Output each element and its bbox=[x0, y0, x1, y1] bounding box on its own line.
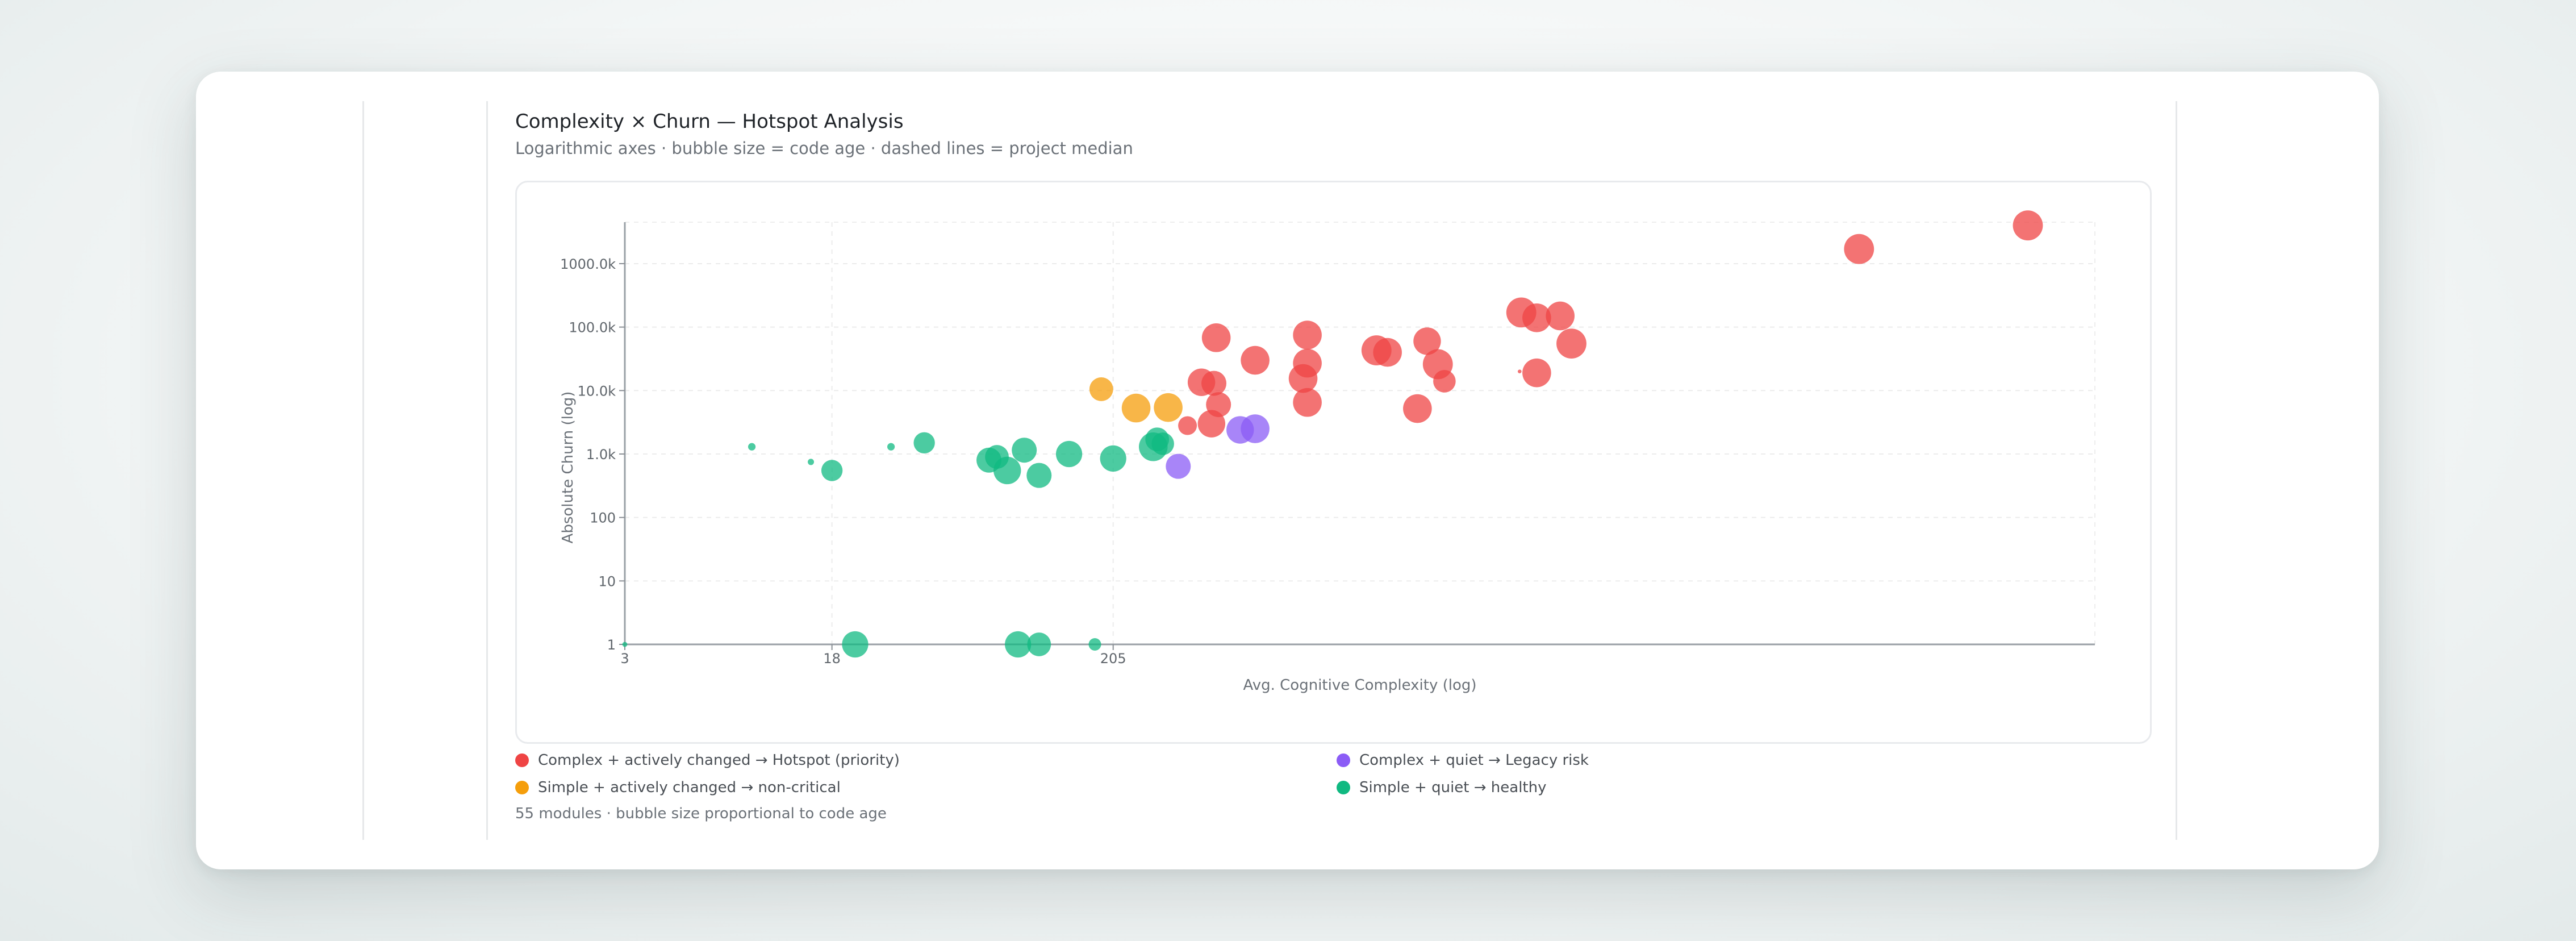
x-tick-label: 205 bbox=[1100, 651, 1126, 667]
bubble-hotspot bbox=[1241, 345, 1270, 375]
bubble-healthy bbox=[913, 432, 935, 454]
left-divider bbox=[362, 101, 364, 840]
legend-swatch-noncritical bbox=[515, 781, 529, 794]
hotspot-scatter-chart: 1 10 100 1.0k 10.0k 100.0k 1000.0k 3 18 205 Avg. C… bbox=[560, 210, 2095, 694]
bubble-hotspot bbox=[1293, 320, 1322, 349]
bubble-hotspot bbox=[1178, 416, 1197, 435]
bubble-noncritical bbox=[1154, 393, 1183, 422]
legend-swatch-hotspot bbox=[515, 753, 529, 767]
chart-footnote: 55 modules · bubble size proportional to… bbox=[515, 805, 887, 822]
bubble-hotspot bbox=[1433, 370, 1456, 393]
legend-label-healthy: Simple + quiet → healthy bbox=[1359, 779, 1547, 796]
legend-swatch-legacy bbox=[1337, 753, 1350, 767]
y-axis-title: Absolute Churn (log) bbox=[560, 392, 577, 544]
bubble-healthy bbox=[821, 460, 843, 481]
y-tick-label: 100 bbox=[590, 510, 616, 526]
bubble-hotspot bbox=[1293, 388, 1322, 417]
x-axis-title: Avg. Cognitive Complexity (log) bbox=[1243, 677, 1476, 694]
bubble-noncritical bbox=[1121, 393, 1151, 423]
bubble-hotspot bbox=[1546, 301, 1575, 331]
content-divider bbox=[486, 101, 488, 840]
legend-item-noncritical: Simple + actively changed → non-critical bbox=[515, 779, 841, 796]
bubble-hotspot bbox=[1403, 394, 1432, 423]
bubble-healthy bbox=[1026, 463, 1052, 488]
bubble-healthy bbox=[808, 459, 815, 465]
bubble-hotspot bbox=[1288, 364, 1318, 393]
legend-item-hotspot: Complex + actively changed → Hotspot (pr… bbox=[515, 752, 900, 769]
bubble-hotspot bbox=[1361, 335, 1392, 365]
legend-item-legacy: Complex + quiet → Legacy risk bbox=[1337, 752, 1589, 769]
bubble-hotspot bbox=[1844, 234, 1874, 264]
bubble-legacy bbox=[1166, 453, 1191, 479]
bubble-healthy bbox=[887, 443, 895, 451]
bubble-healthy bbox=[842, 631, 869, 658]
bubble-hotspot bbox=[1197, 410, 1226, 438]
bubble-healthy bbox=[1012, 438, 1037, 463]
y-tick-label: 1 bbox=[607, 637, 616, 653]
bubble-hotspot bbox=[1517, 369, 1522, 373]
bubble-hotspot bbox=[1413, 327, 1441, 355]
chart-card: Complexity × Churn — Hotspot Analysis Lo… bbox=[196, 72, 2379, 869]
legend-item-healthy: Simple + quiet → healthy bbox=[1337, 779, 1547, 796]
bubble-healthy bbox=[1100, 445, 1126, 472]
bubble-healthy bbox=[1005, 631, 1032, 658]
x-tick-label: 3 bbox=[620, 651, 629, 667]
y-tick-label: 10 bbox=[598, 573, 616, 589]
bubble-hotspot bbox=[1201, 323, 1231, 352]
chart-title: Complexity × Churn — Hotspot Analysis bbox=[515, 110, 904, 133]
y-tick-label: 100.0k bbox=[569, 320, 616, 336]
bubble-hotspot bbox=[1556, 328, 1586, 359]
bubble-healthy bbox=[993, 456, 1021, 485]
legend-label-hotspot: Complex + actively changed → Hotspot (pr… bbox=[538, 752, 900, 769]
bubble-hotspot bbox=[1522, 303, 1551, 332]
chart-subtitle: Logarithmic axes · bubble size = code ag… bbox=[515, 139, 1133, 158]
bubble-healthy bbox=[1151, 432, 1174, 455]
plot-frame: 1 10 100 1.0k 10.0k 100.0k 1000.0k 3 18 205 Avg. C… bbox=[515, 181, 2152, 744]
bubble-noncritical bbox=[1089, 377, 1113, 401]
legend-label-noncritical: Simple + actively changed → non-critical bbox=[538, 779, 841, 796]
y-tick-label: 10.0k bbox=[578, 383, 616, 399]
legend-swatch-healthy bbox=[1337, 781, 1350, 794]
bubble-hotspot bbox=[1522, 358, 1551, 388]
right-divider bbox=[2176, 101, 2177, 840]
bubble-hotspot bbox=[2013, 210, 2043, 241]
y-tick-label: 1.0k bbox=[586, 447, 616, 463]
bubble-healthy bbox=[1088, 638, 1101, 651]
bubble-healthy bbox=[622, 642, 628, 647]
bubble-healthy bbox=[1055, 440, 1083, 468]
y-tick-label: 1000.0k bbox=[560, 256, 616, 272]
x-tick-label: 18 bbox=[823, 651, 841, 667]
legend-label-legacy: Complex + quiet → Legacy risk bbox=[1359, 752, 1589, 769]
bubble-legacy bbox=[1241, 414, 1270, 443]
bubble-hotspot bbox=[1201, 370, 1227, 396]
bubble-healthy bbox=[748, 443, 756, 451]
bubble-healthy bbox=[1027, 632, 1051, 656]
